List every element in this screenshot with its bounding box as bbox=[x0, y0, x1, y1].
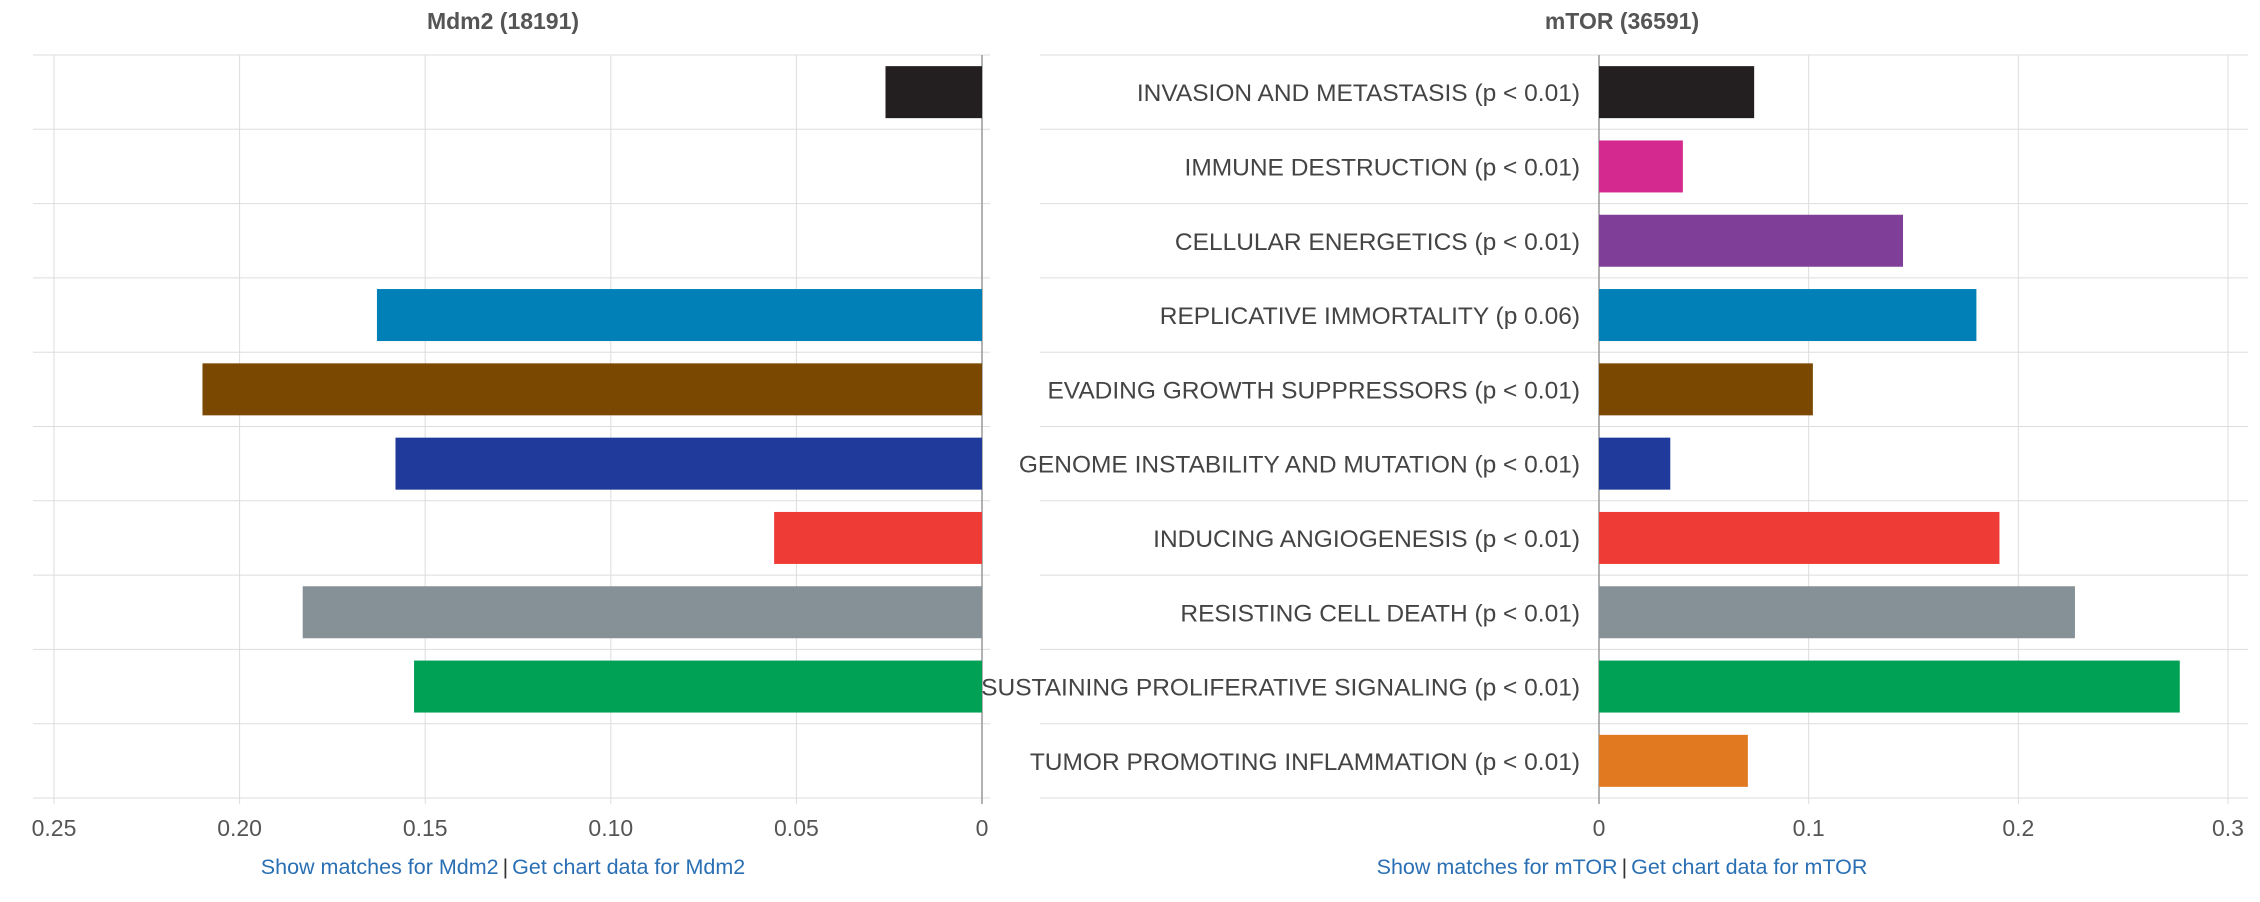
bar-invasion-and-metastasis bbox=[1599, 66, 1755, 119]
link-separator: | bbox=[502, 855, 509, 879]
show-matches-mtor-link[interactable]: Show matches for mTOR bbox=[1376, 855, 1618, 879]
bar-inducing-angiogenesis bbox=[774, 511, 982, 564]
bar-evading-growth-suppressors bbox=[1599, 363, 1813, 416]
category-label: RESISTING CELL DEATH (p < 0.01) bbox=[1180, 600, 1580, 627]
category-label: GENOME INSTABILITY AND MUTATION (p < 0.0… bbox=[1019, 452, 1580, 479]
category-label: CELLULAR ENERGETICS (p < 0.01) bbox=[1175, 229, 1580, 256]
mtor-links: Show matches for mTOR | Get chart data for… bbox=[1377, 855, 1868, 880]
chart-title: mTOR (36591) bbox=[1545, 8, 1699, 34]
link-separator: | bbox=[1621, 855, 1628, 879]
mtor-panel: 0 0.1 0.2 0.3 mTOR (36591) INVASION AND METAS… bbox=[981, 8, 2248, 841]
mdm2-links: Show matches for Mdm2 | Get chart data for… bbox=[261, 855, 745, 880]
category-label: EVADING GROWTH SUPPRESSORS (p < 0.01) bbox=[1047, 377, 1580, 404]
x-tick-label: 0 bbox=[976, 815, 989, 841]
bar-evading-growth-suppressors bbox=[202, 363, 983, 416]
bar-sustaining-proliferative-signaling bbox=[414, 660, 983, 713]
category-label: INDUCING ANGIOGENESIS (p < 0.01) bbox=[1153, 526, 1580, 553]
bar-resisting-cell-death bbox=[1599, 586, 2075, 639]
x-tick-label: 0.10 bbox=[588, 815, 633, 841]
get-chart-data-mtor-link[interactable]: Get chart data for mTOR bbox=[1631, 855, 1868, 879]
get-chart-data-mdm2-link[interactable]: Get chart data for Mdm2 bbox=[512, 855, 746, 879]
bar-resisting-cell-death bbox=[302, 586, 983, 639]
bar-genome-instability-and-mutation bbox=[395, 437, 982, 490]
x-tick-label: 0.05 bbox=[774, 815, 819, 841]
x-tick-label: 0 bbox=[1593, 815, 1606, 841]
bar-tumor-promoting-inflammation bbox=[1599, 734, 1748, 787]
category-label: INVASION AND METASTASIS (p < 0.01) bbox=[1137, 80, 1580, 107]
show-matches-mdm2-link[interactable]: Show matches for Mdm2 bbox=[260, 855, 499, 879]
bar-genome-instability-and-mutation bbox=[1599, 437, 1671, 490]
bar-cellular-energetics bbox=[1599, 214, 1904, 267]
x-tick-label: 0.2 bbox=[2002, 815, 2034, 841]
category-label: REPLICATIVE IMMORTALITY (p 0.06) bbox=[1160, 303, 1580, 330]
chart-title: Mdm2 (18191) bbox=[427, 8, 579, 34]
category-label: SUSTAINING PROLIFERATIVE SIGNALING (p < … bbox=[981, 675, 1580, 702]
bar-immune-destruction bbox=[1599, 140, 1683, 193]
category-label: IMMUNE DESTRUCTION (p < 0.01) bbox=[1185, 154, 1580, 181]
x-tick-label: 0.20 bbox=[217, 815, 262, 841]
x-tick-label: 0.1 bbox=[1793, 815, 1825, 841]
bar-replicative-immortality bbox=[376, 289, 983, 342]
bar-replicative-immortality bbox=[1599, 289, 1977, 342]
bar-inducing-angiogenesis bbox=[1599, 511, 2000, 564]
category-label: TUMOR PROMOTING INFLAMMATION (p < 0.01) bbox=[1030, 749, 1580, 776]
x-tick-label: 0.3 bbox=[2212, 815, 2244, 841]
bar-sustaining-proliferative-signaling bbox=[1599, 660, 2180, 713]
mdm2-panel: 0.25 0.20 0.15 0.10 0.05 0 Mdm2 (18191) bbox=[32, 8, 990, 841]
x-tick-label: 0.15 bbox=[403, 815, 448, 841]
x-tick-label: 0.25 bbox=[32, 815, 77, 841]
bar-invasion-and-metastasis bbox=[885, 66, 982, 119]
